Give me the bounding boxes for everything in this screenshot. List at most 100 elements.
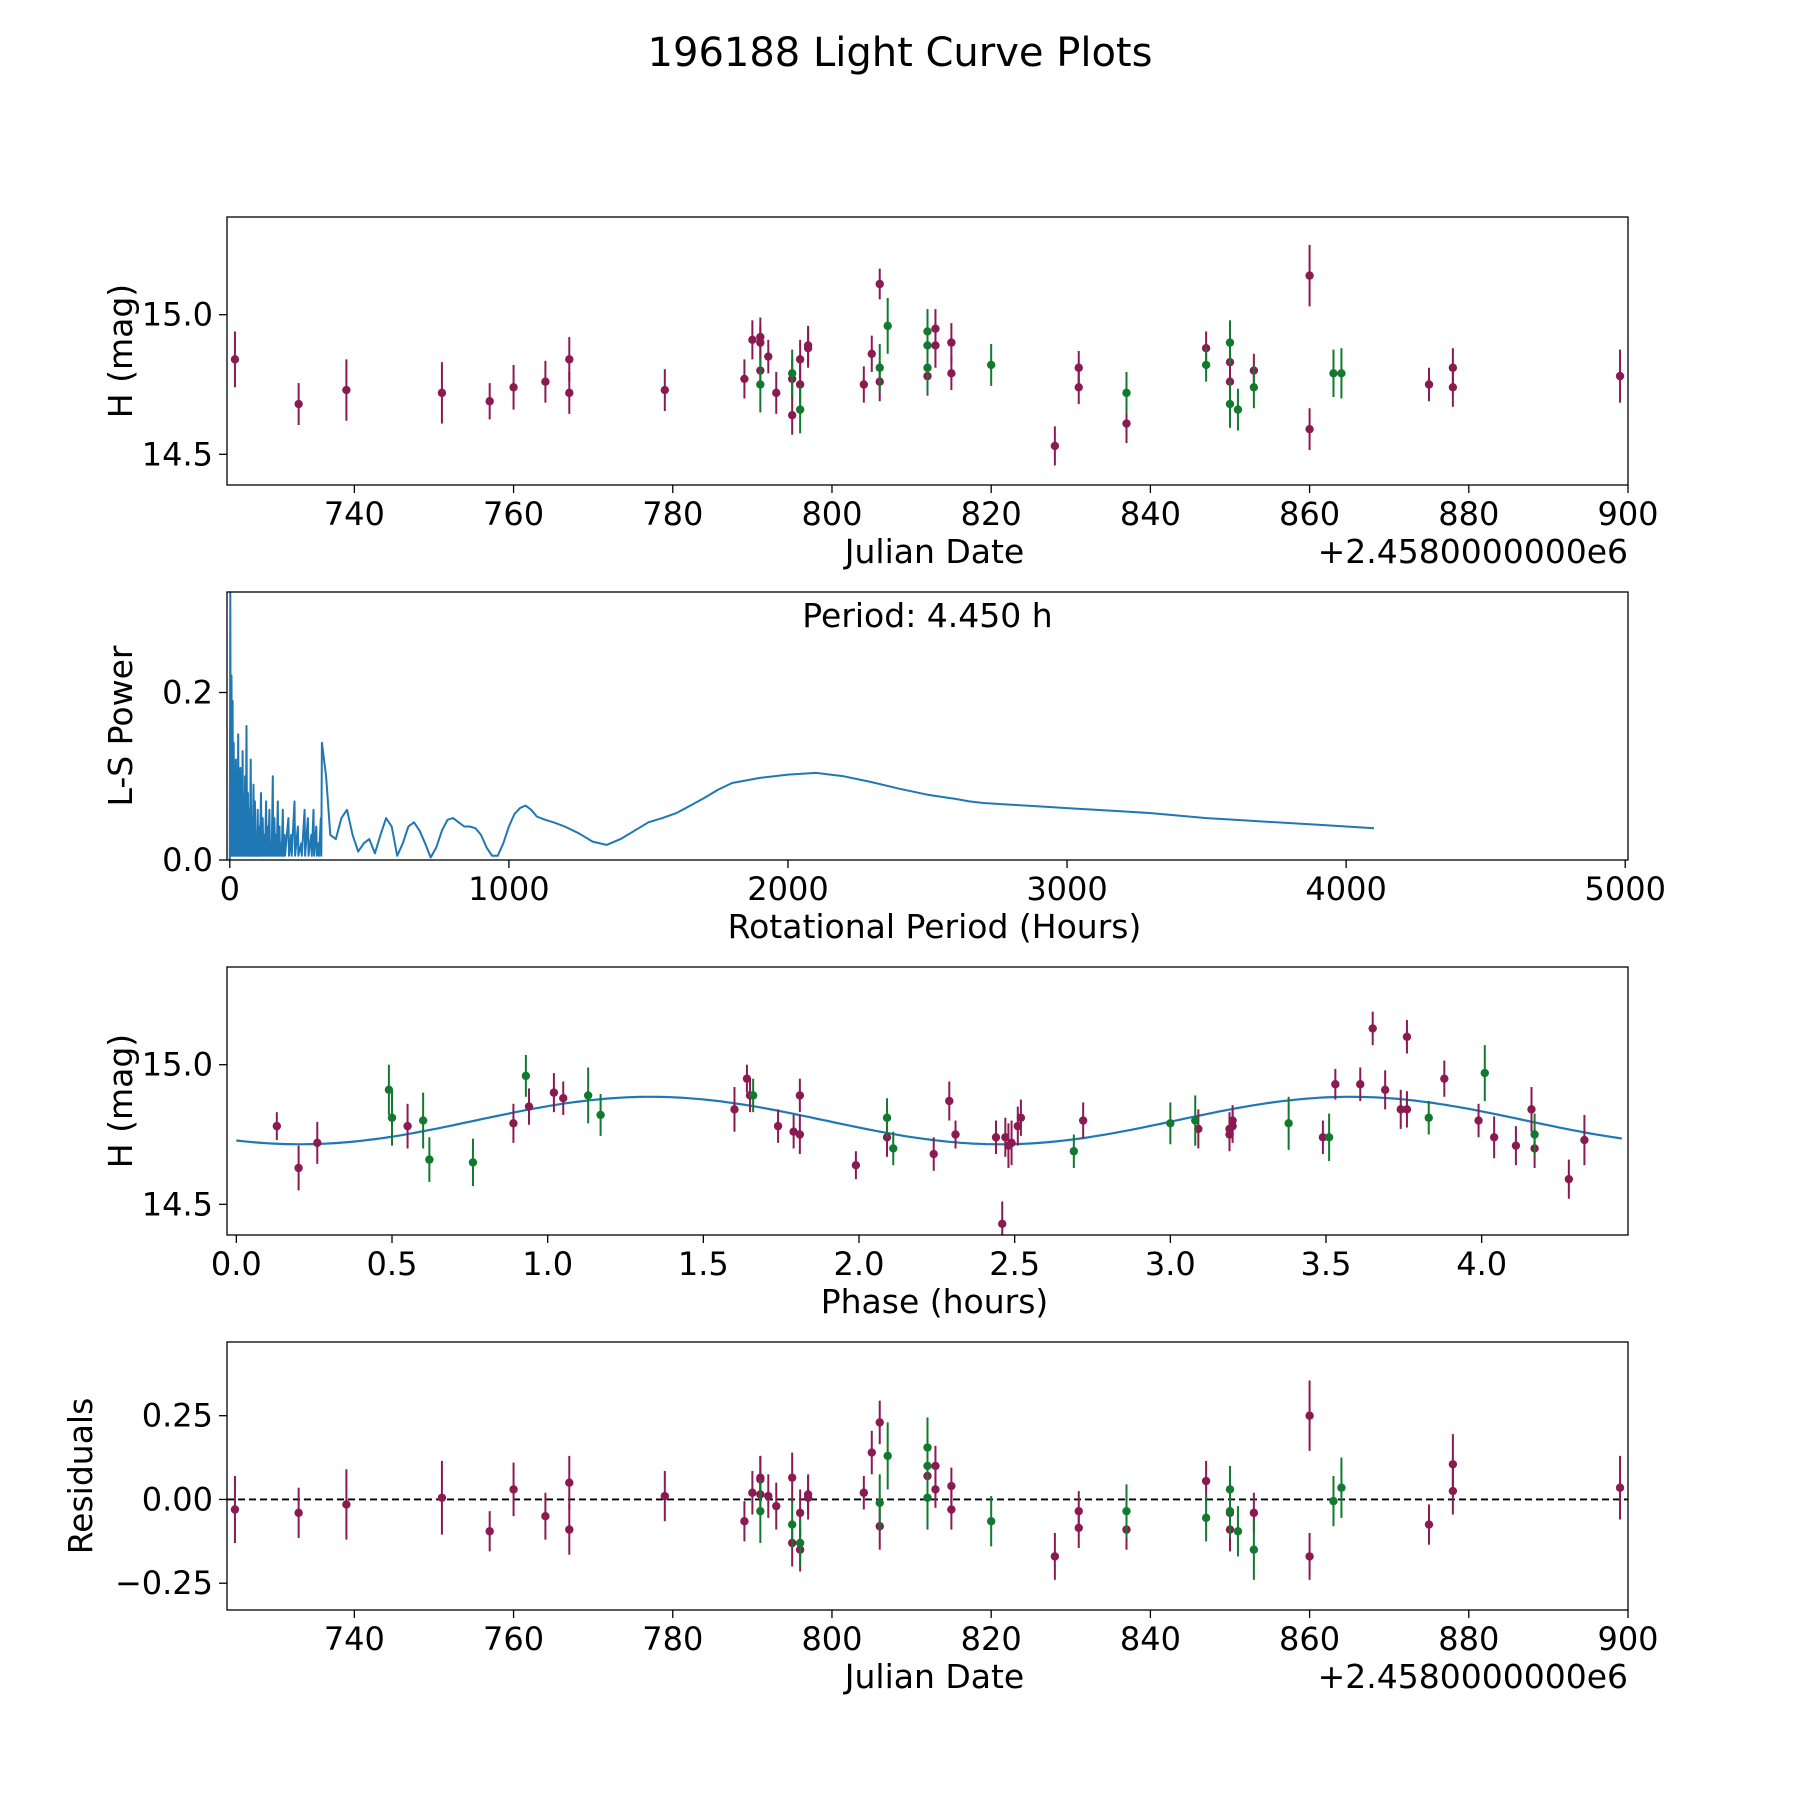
plot-area (236, 1011, 1622, 1235)
plot-area (230, 244, 1625, 466)
data-point (1424, 1113, 1433, 1122)
data-point (787, 411, 797, 420)
data-point (867, 1448, 876, 1457)
data-point (1122, 1506, 1131, 1516)
data-point (1016, 1113, 1026, 1122)
data-point (425, 1155, 434, 1164)
data-point (437, 388, 447, 398)
data-point (1201, 360, 1211, 370)
x-tick-label: 1.5 (678, 1245, 729, 1283)
data-point (1368, 1024, 1377, 1033)
x-tick-label: 3.0 (1145, 1245, 1196, 1283)
y-tick-label: −0.25 (115, 1564, 213, 1602)
data-point (1580, 1135, 1589, 1145)
data-point (875, 1498, 884, 1508)
data-point (1489, 1133, 1499, 1142)
data-point (795, 405, 805, 414)
data-point (294, 1163, 303, 1173)
data-point (882, 1113, 892, 1122)
data-point (1201, 1476, 1211, 1486)
data-point (795, 1508, 805, 1518)
data-point (1305, 1552, 1314, 1561)
data-point (596, 1110, 605, 1120)
data-point (418, 1116, 428, 1125)
data-point (875, 1418, 884, 1427)
plot-area (228, 592, 1375, 860)
data-point (1305, 271, 1314, 280)
x-tick-label: 5000 (1584, 870, 1665, 908)
data-point (772, 388, 781, 398)
x-tick-label: 0.5 (367, 1245, 418, 1283)
data-point (660, 1491, 670, 1501)
data-point (1013, 1121, 1022, 1131)
periodogram-line (228, 592, 1375, 860)
x-tick-label: 800 (801, 1620, 862, 1658)
data-point (803, 1490, 813, 1499)
data-point (1337, 1483, 1346, 1492)
data-point (931, 1485, 940, 1494)
data-point (1225, 399, 1235, 409)
data-point (1201, 344, 1211, 353)
data-point (565, 1525, 574, 1534)
data-point (1069, 1147, 1079, 1156)
x-tick-label: 820 (961, 1620, 1022, 1658)
y-tick-label: 14.5 (142, 435, 213, 473)
data-point (923, 363, 932, 372)
data-point (660, 385, 670, 395)
data-point (1305, 1411, 1314, 1420)
data-point (764, 352, 773, 361)
data-point (1284, 1119, 1293, 1128)
data-point (1078, 1116, 1088, 1125)
data-point (883, 1451, 892, 1461)
data-point (1448, 1460, 1458, 1469)
x-axis-label: Julian Date (843, 532, 1025, 571)
data-point (756, 380, 765, 389)
x-tick-label: 780 (642, 1620, 703, 1658)
data-point (986, 1517, 996, 1526)
data-point (1122, 419, 1131, 428)
data-point (764, 1491, 773, 1501)
data-point (565, 355, 574, 364)
data-point (1228, 1116, 1237, 1125)
data-point (1615, 371, 1625, 381)
data-point (1074, 363, 1083, 372)
data-point (947, 338, 956, 347)
x-tick-label: 740 (324, 1620, 385, 1658)
axes-frame (226, 591, 1629, 861)
data-point (313, 1138, 322, 1148)
x-tick-label: 740 (324, 495, 385, 533)
data-point (509, 1119, 518, 1128)
data-point (485, 1527, 494, 1536)
data-point (1329, 1496, 1338, 1506)
x-tick-label: 760 (483, 495, 544, 533)
data-point (795, 355, 805, 364)
data-point (1007, 1138, 1016, 1148)
data-point (384, 1085, 394, 1095)
data-point (787, 1520, 797, 1529)
y-tick-label: 15.0 (142, 1046, 213, 1084)
data-point (1233, 1527, 1243, 1536)
data-point (851, 1161, 861, 1170)
data-point (1074, 383, 1083, 392)
x-tick-label: 900 (1597, 495, 1658, 533)
data-point (740, 374, 749, 384)
data-point (947, 1505, 956, 1514)
data-point (773, 1121, 783, 1131)
data-point (1615, 1483, 1625, 1492)
x-axis-label: Julian Date (843, 1657, 1025, 1696)
data-point (272, 1121, 282, 1131)
axes-frame (226, 216, 1629, 486)
x-tick-label: 2.0 (834, 1245, 885, 1283)
panel-phased: 0.0 0.5 1.0 1.5 2.0 2.5 3.0 3.5 4.0 14.5 15.0 Phase… (101, 966, 1629, 1321)
data-point (1396, 1105, 1405, 1114)
y-tick-label: 15.0 (142, 296, 213, 334)
data-point (1249, 383, 1259, 392)
data-point (756, 1506, 765, 1516)
data-point (951, 1130, 960, 1139)
data-point (509, 383, 518, 392)
y-axis-label: H (mag) (101, 1034, 140, 1168)
data-point (1249, 1508, 1259, 1518)
fit-curve (236, 1095, 1622, 1146)
x-tick-label: 840 (1120, 1620, 1181, 1658)
